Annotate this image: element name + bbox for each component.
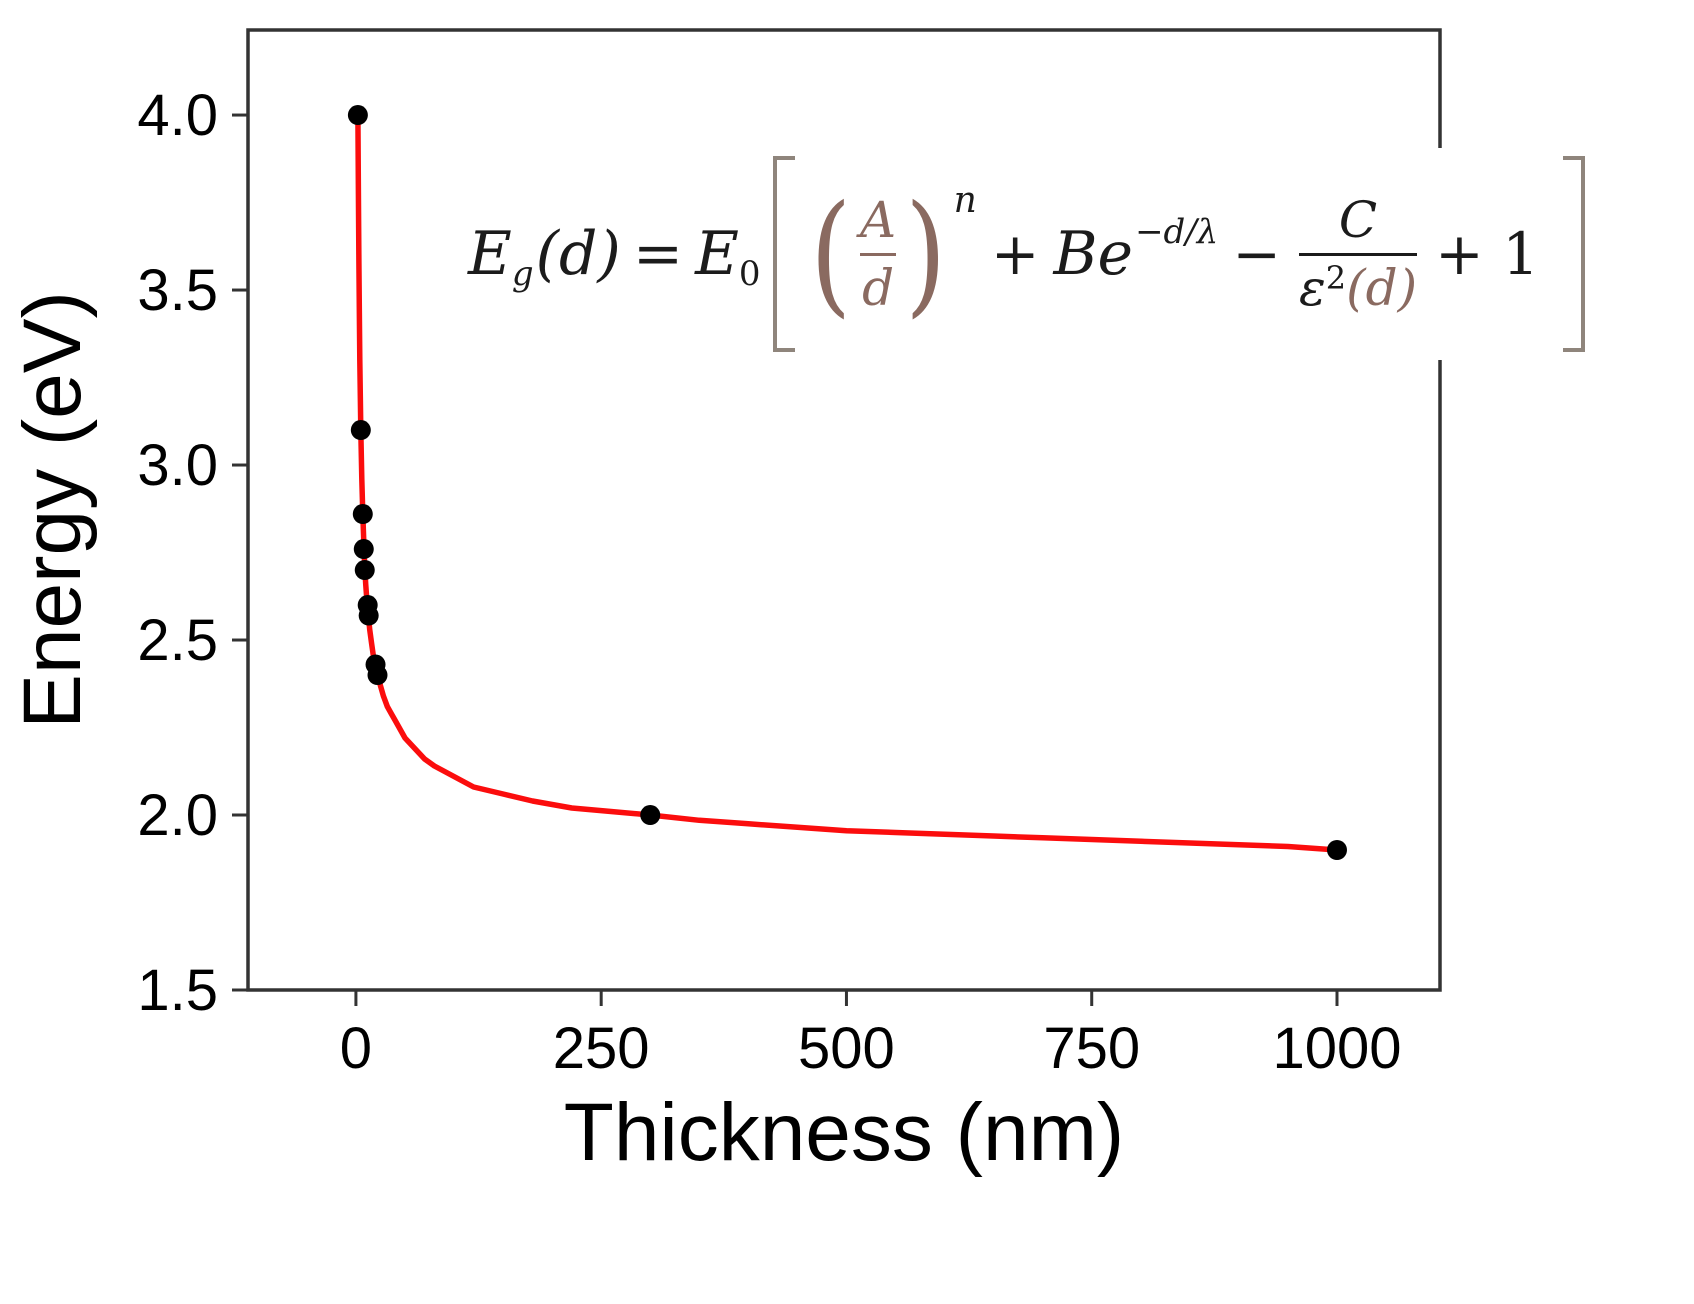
x-tick-label: 750 — [1043, 1016, 1140, 1081]
data-point — [352, 504, 373, 525]
eq-exponent-n: n — [953, 179, 977, 221]
y-tick-label: 4.0 — [137, 83, 218, 148]
data-point — [353, 539, 374, 560]
data-point — [358, 605, 379, 626]
y-tick-label: 2.0 — [137, 783, 218, 848]
data-point — [367, 665, 388, 686]
data-point — [347, 105, 368, 126]
y-axis-label: Energy (eV) — [7, 291, 98, 729]
y-tick-label: 3.5 — [137, 258, 218, 323]
fraction-C-over-eps: C ε2(d) — [1298, 190, 1418, 317]
eq-minus: − — [1232, 220, 1281, 288]
eq-exponent-d-lambda: −d/λ — [1135, 212, 1219, 252]
y-tick-label: 3.0 — [137, 433, 218, 498]
eq-sub-0: 0 — [738, 254, 761, 294]
data-point — [640, 805, 661, 826]
eq-A: A — [860, 190, 897, 249]
y-tick-label: 1.5 — [137, 958, 218, 1023]
eq-E0: E — [695, 219, 739, 289]
eq-equals: = — [632, 219, 684, 289]
eq-epsilon: ε — [1298, 258, 1326, 317]
x-tick-label: 500 — [798, 1016, 895, 1081]
eq-of-d2: (d) — [1346, 258, 1418, 317]
fraction-bar — [860, 252, 897, 256]
x-tick-label: 0 — [340, 1016, 372, 1081]
eq-sup-2: 2 — [1325, 258, 1347, 297]
x-tick-label: 1000 — [1272, 1016, 1401, 1081]
eq-eps2d: ε2(d) — [1298, 258, 1418, 317]
eq-E: E — [468, 219, 512, 289]
right-paren: ) — [905, 177, 947, 331]
x-axis-label: Thickness (nm) — [564, 1087, 1124, 1178]
eq-plus: + — [990, 220, 1040, 288]
x-tick-label: 250 — [553, 1016, 650, 1081]
data-point — [350, 420, 371, 441]
data-point — [1326, 840, 1347, 861]
fraction-bar — [1298, 252, 1418, 256]
eq-plus-one: + 1 — [1435, 220, 1540, 288]
y-tick-label: 2.5 — [137, 608, 218, 673]
eq-Be: Be — [1053, 219, 1134, 289]
right-bracket — [1563, 156, 1586, 352]
left-bracket — [772, 156, 795, 352]
data-point — [354, 560, 375, 581]
eq-C: C — [1338, 190, 1378, 249]
eq-d: d — [862, 258, 895, 317]
fraction-A-over-d: A d — [860, 190, 897, 317]
eq-of-d: (d) — [535, 219, 621, 289]
left-paren: ( — [809, 177, 851, 331]
eq-sub-g: g — [511, 254, 534, 294]
plot-frame — [246, 28, 1442, 992]
